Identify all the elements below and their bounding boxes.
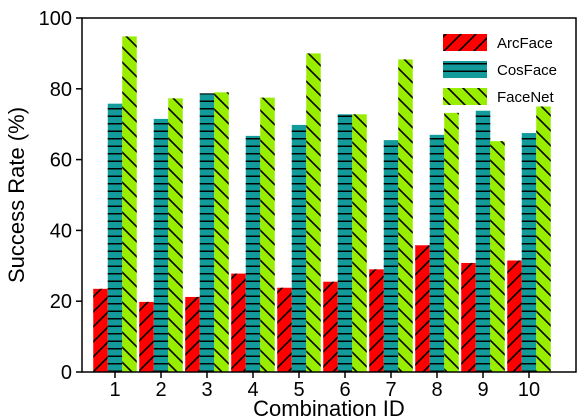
x-tick-label-2: 2 [155,379,166,401]
bar-facenet-3 [214,92,229,372]
x-tick-label-8: 8 [431,379,442,401]
bar-arcface-2 [139,301,154,372]
x-axis: 1 2 3 4 5 6 7 8 9 10 [109,372,540,401]
bar-cosface-6 [337,114,353,373]
bar-cosface-10 [521,133,537,372]
bar-facenet-2 [168,98,183,372]
bar-facenet-4 [260,97,275,373]
legend: ArcFace CosFace FaceNet [443,34,557,106]
x-tick-label-7: 7 [385,379,396,401]
bars [93,36,551,373]
legend-label-cosface: CosFace [497,62,557,79]
bar-cosface-2 [153,118,169,372]
x-tick-label-3: 3 [201,379,212,401]
y-axis: 0 20 40 60 80 100 [39,8,82,384]
bar-facenet-6 [352,114,367,373]
x-tick-label-1: 1 [109,379,120,401]
legend-label-arcface: ArcFace [497,35,553,52]
bar-facenet-1 [122,36,137,373]
bar-facenet-10 [536,106,551,372]
legend-item-facenet: FaceNet [443,88,555,106]
bar-cosface-5 [291,124,307,373]
bar-arcface-1 [93,288,108,372]
bar-cosface-7 [383,140,399,372]
x-axis-title: Combination ID [253,396,405,420]
bar-cosface-9 [475,110,491,373]
bar-arcface-9 [461,262,476,372]
bar-arcface-8 [415,245,430,372]
plot-frame [81,17,577,373]
bar-facenet-8 [444,112,459,372]
y-tick-label-100: 100 [39,8,72,30]
bar-cosface-8 [429,134,445,372]
legend-item-arcface: ArcFace [443,34,553,52]
x-tick-label-5: 5 [293,379,304,401]
bar-cosface-3 [199,93,215,372]
bar-arcface-4 [231,273,246,372]
x-tick-label-4: 4 [247,379,258,401]
bar-arcface-5 [277,287,292,372]
x-tick-label-10: 10 [518,379,540,401]
y-tick-label-60: 60 [50,150,72,172]
bar-facenet-7 [398,59,413,372]
legend-item-cosface: CosFace [443,61,557,79]
bar-cosface-1 [107,103,123,372]
y-axis-title: Success Rate (%) [4,107,29,283]
y-tick-label-80: 80 [50,79,72,101]
bar-arcface-7 [369,269,384,372]
bar-arcface-3 [185,296,200,372]
x-tick-label-9: 9 [477,379,488,401]
y-tick-label-40: 40 [50,220,72,242]
legend-label-facenet: FaceNet [497,89,555,106]
bar-facenet-9 [490,141,505,372]
y-tick-label-0: 0 [61,362,72,384]
y-tick-label-20: 20 [50,291,72,313]
bar-arcface-6 [323,281,338,372]
bar-arcface-10 [507,260,522,372]
x-tick-label-6: 6 [339,379,350,401]
bar-facenet-5 [306,53,321,373]
bar-cosface-4 [245,135,261,372]
